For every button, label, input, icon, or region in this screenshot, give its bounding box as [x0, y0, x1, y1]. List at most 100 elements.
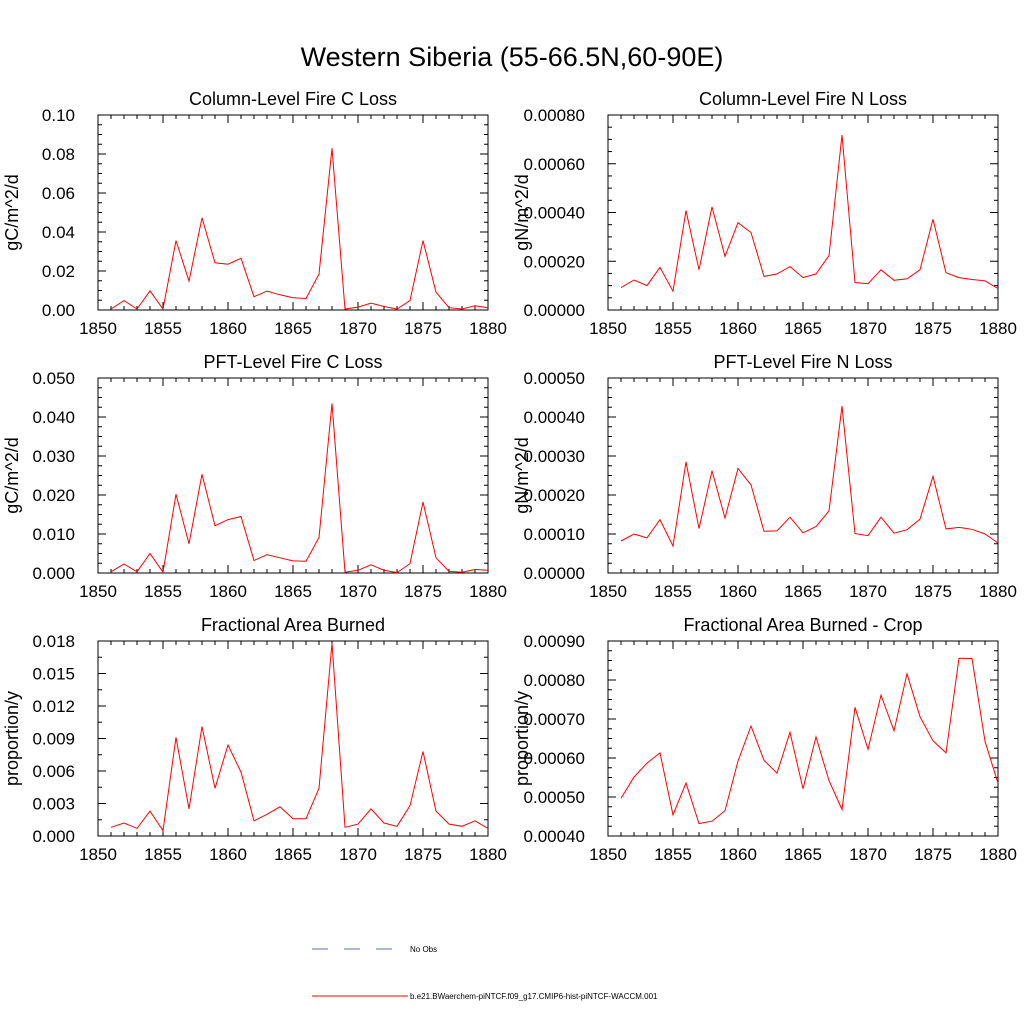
- y-tick-label: 0.030: [32, 447, 75, 466]
- legend-entry-1: No Obs: [312, 945, 437, 954]
- legend-label: b.e21.BWaerchem-piNTCF.f09_g17.CMIP6-his…: [410, 992, 658, 1001]
- y-tick-label: 0.010: [32, 525, 75, 544]
- x-tick-label: 1870: [849, 319, 887, 338]
- series-line: [620, 657, 999, 825]
- y-tick-label: 0.012: [32, 697, 75, 716]
- series-line: [620, 134, 999, 293]
- y-tick-label: 0.018: [32, 632, 75, 651]
- x-tick-label: 1875: [914, 319, 952, 338]
- x-tick-label: 1855: [144, 582, 182, 601]
- x-tick-label: 1850: [589, 582, 627, 601]
- y-tick-label: 0.00030: [524, 447, 585, 466]
- x-tick-label: 1850: [79, 319, 117, 338]
- x-tick-label: 1880: [469, 582, 507, 601]
- panel-title: Fractional Area Burned - Crop: [683, 615, 922, 635]
- y-tick-label: 0.040: [32, 408, 75, 427]
- x-tick-label: 1870: [339, 582, 377, 601]
- y-axis-label: gC/m^2/d: [2, 174, 22, 250]
- x-tick-label: 1850: [589, 319, 627, 338]
- y-tick-label: 0.015: [32, 665, 75, 684]
- y-tick-label: 0.000: [32, 564, 75, 583]
- y-tick-label: 0.06: [42, 184, 75, 203]
- panel-title: Column-Level Fire N Loss: [699, 89, 907, 109]
- panel-title: Column-Level Fire C Loss: [189, 89, 397, 109]
- x-tick-label: 1865: [784, 582, 822, 601]
- y-tick-label: 0.00020: [524, 486, 585, 505]
- series-line: [620, 406, 999, 548]
- x-tick-label: 1870: [849, 582, 887, 601]
- y-tick-label: 0.00040: [524, 204, 585, 223]
- y-tick-label: 0.00020: [524, 252, 585, 271]
- x-tick-label: 1860: [719, 319, 757, 338]
- x-tick-label: 1865: [784, 319, 822, 338]
- y-tick-label: 0.04: [42, 223, 75, 242]
- chart-panel-6: 1850 1855 1860 1865 1870 1875 1880 0.00040 0.000…: [512, 615, 1017, 864]
- y-axis-label: gC/m^2/d: [2, 437, 22, 513]
- x-tick-label: 1850: [589, 845, 627, 864]
- x-tick-label: 1855: [654, 582, 692, 601]
- x-tick-label: 1880: [979, 845, 1017, 864]
- x-tick-label: 1865: [784, 845, 822, 864]
- x-tick-label: 1875: [914, 582, 952, 601]
- y-tick-label: 0.00000: [524, 301, 585, 320]
- x-tick-label: 1850: [79, 845, 117, 864]
- y-tick-label: 0.08: [42, 145, 75, 164]
- y-tick-label: 0.00060: [524, 749, 585, 768]
- x-tick-label: 1850: [79, 582, 117, 601]
- y-tick-label: 0.00010: [524, 525, 585, 544]
- x-tick-label: 1870: [849, 845, 887, 864]
- series-line: [110, 403, 489, 574]
- chart-panel-3: 1850 1855 1860 1865 1870 1875 1880 0.000 0.010 0.…: [2, 352, 507, 601]
- legend-label: No Obs: [410, 945, 437, 954]
- x-tick-label: 1855: [144, 319, 182, 338]
- y-tick-label: 0.00040: [524, 827, 585, 846]
- x-tick-label: 1870: [339, 845, 377, 864]
- y-tick-label: 0.00060: [524, 155, 585, 174]
- panel-title: PFT-Level Fire N Loss: [713, 352, 892, 372]
- y-tick-label: 0.00050: [524, 788, 585, 807]
- x-tick-label: 1860: [719, 845, 757, 864]
- chart-panel-4: 1850 1855 1860 1865 1870 1875 1880 0.00000 0.000…: [512, 352, 1017, 601]
- panel-title: Fractional Area Burned: [201, 615, 385, 635]
- y-tick-label: 0.00090: [524, 632, 585, 651]
- y-tick-label: 0.003: [32, 795, 75, 814]
- legend: No Obs b.e21.BWaerchem-piNTCF.f09_g17.CMI…: [312, 945, 658, 1001]
- y-tick-label: 0.009: [32, 730, 75, 749]
- x-tick-label: 1860: [209, 319, 247, 338]
- y-axis-label: gN/m^2/d: [512, 174, 532, 250]
- y-tick-label: 0.000: [32, 827, 75, 846]
- x-tick-label: 1860: [209, 845, 247, 864]
- x-tick-label: 1880: [469, 845, 507, 864]
- x-tick-label: 1865: [274, 582, 312, 601]
- y-tick-label: 0.00: [42, 301, 75, 320]
- x-tick-label: 1855: [144, 845, 182, 864]
- chart-panel-2: 1850 1855 1860 1865 1870 1875 1880 0.00000 0.000…: [512, 89, 1017, 338]
- x-tick-label: 1855: [654, 319, 692, 338]
- chart-panel-1: 1850 1855 1860 1865 1870 1875 1880 0.00 0.02 0.04…: [2, 89, 507, 338]
- x-tick-label: 1875: [914, 845, 952, 864]
- series-line: [110, 643, 489, 832]
- y-tick-label: 0.006: [32, 762, 75, 781]
- y-tick-label: 0.050: [32, 369, 75, 388]
- y-tick-label: 0.020: [32, 486, 75, 505]
- figure-title: Western Siberia (55-66.5N,60-90E): [301, 42, 724, 72]
- panel-title: PFT-Level Fire C Loss: [203, 352, 382, 372]
- x-tick-label: 1860: [719, 582, 757, 601]
- x-tick-label: 1875: [404, 582, 442, 601]
- x-tick-label: 1880: [469, 319, 507, 338]
- x-tick-label: 1870: [339, 319, 377, 338]
- x-tick-label: 1855: [654, 845, 692, 864]
- y-tick-label: 0.00040: [524, 408, 585, 427]
- y-tick-label: 0.00050: [524, 369, 585, 388]
- panels-group: 1850 1855 1860 1865 1870 1875 1880 0.00 0.02 0.04…: [2, 89, 1017, 864]
- y-axis-label: gN/m^2/d: [512, 437, 532, 513]
- x-tick-label: 1880: [979, 319, 1017, 338]
- series-line: [110, 148, 489, 311]
- y-axis-label: proportion/y: [2, 691, 22, 786]
- y-tick-label: 0.10: [42, 106, 75, 125]
- y-tick-label: 0.02: [42, 262, 75, 281]
- x-tick-label: 1875: [404, 845, 442, 864]
- x-tick-label: 1865: [274, 845, 312, 864]
- y-tick-label: 0.00080: [524, 106, 585, 125]
